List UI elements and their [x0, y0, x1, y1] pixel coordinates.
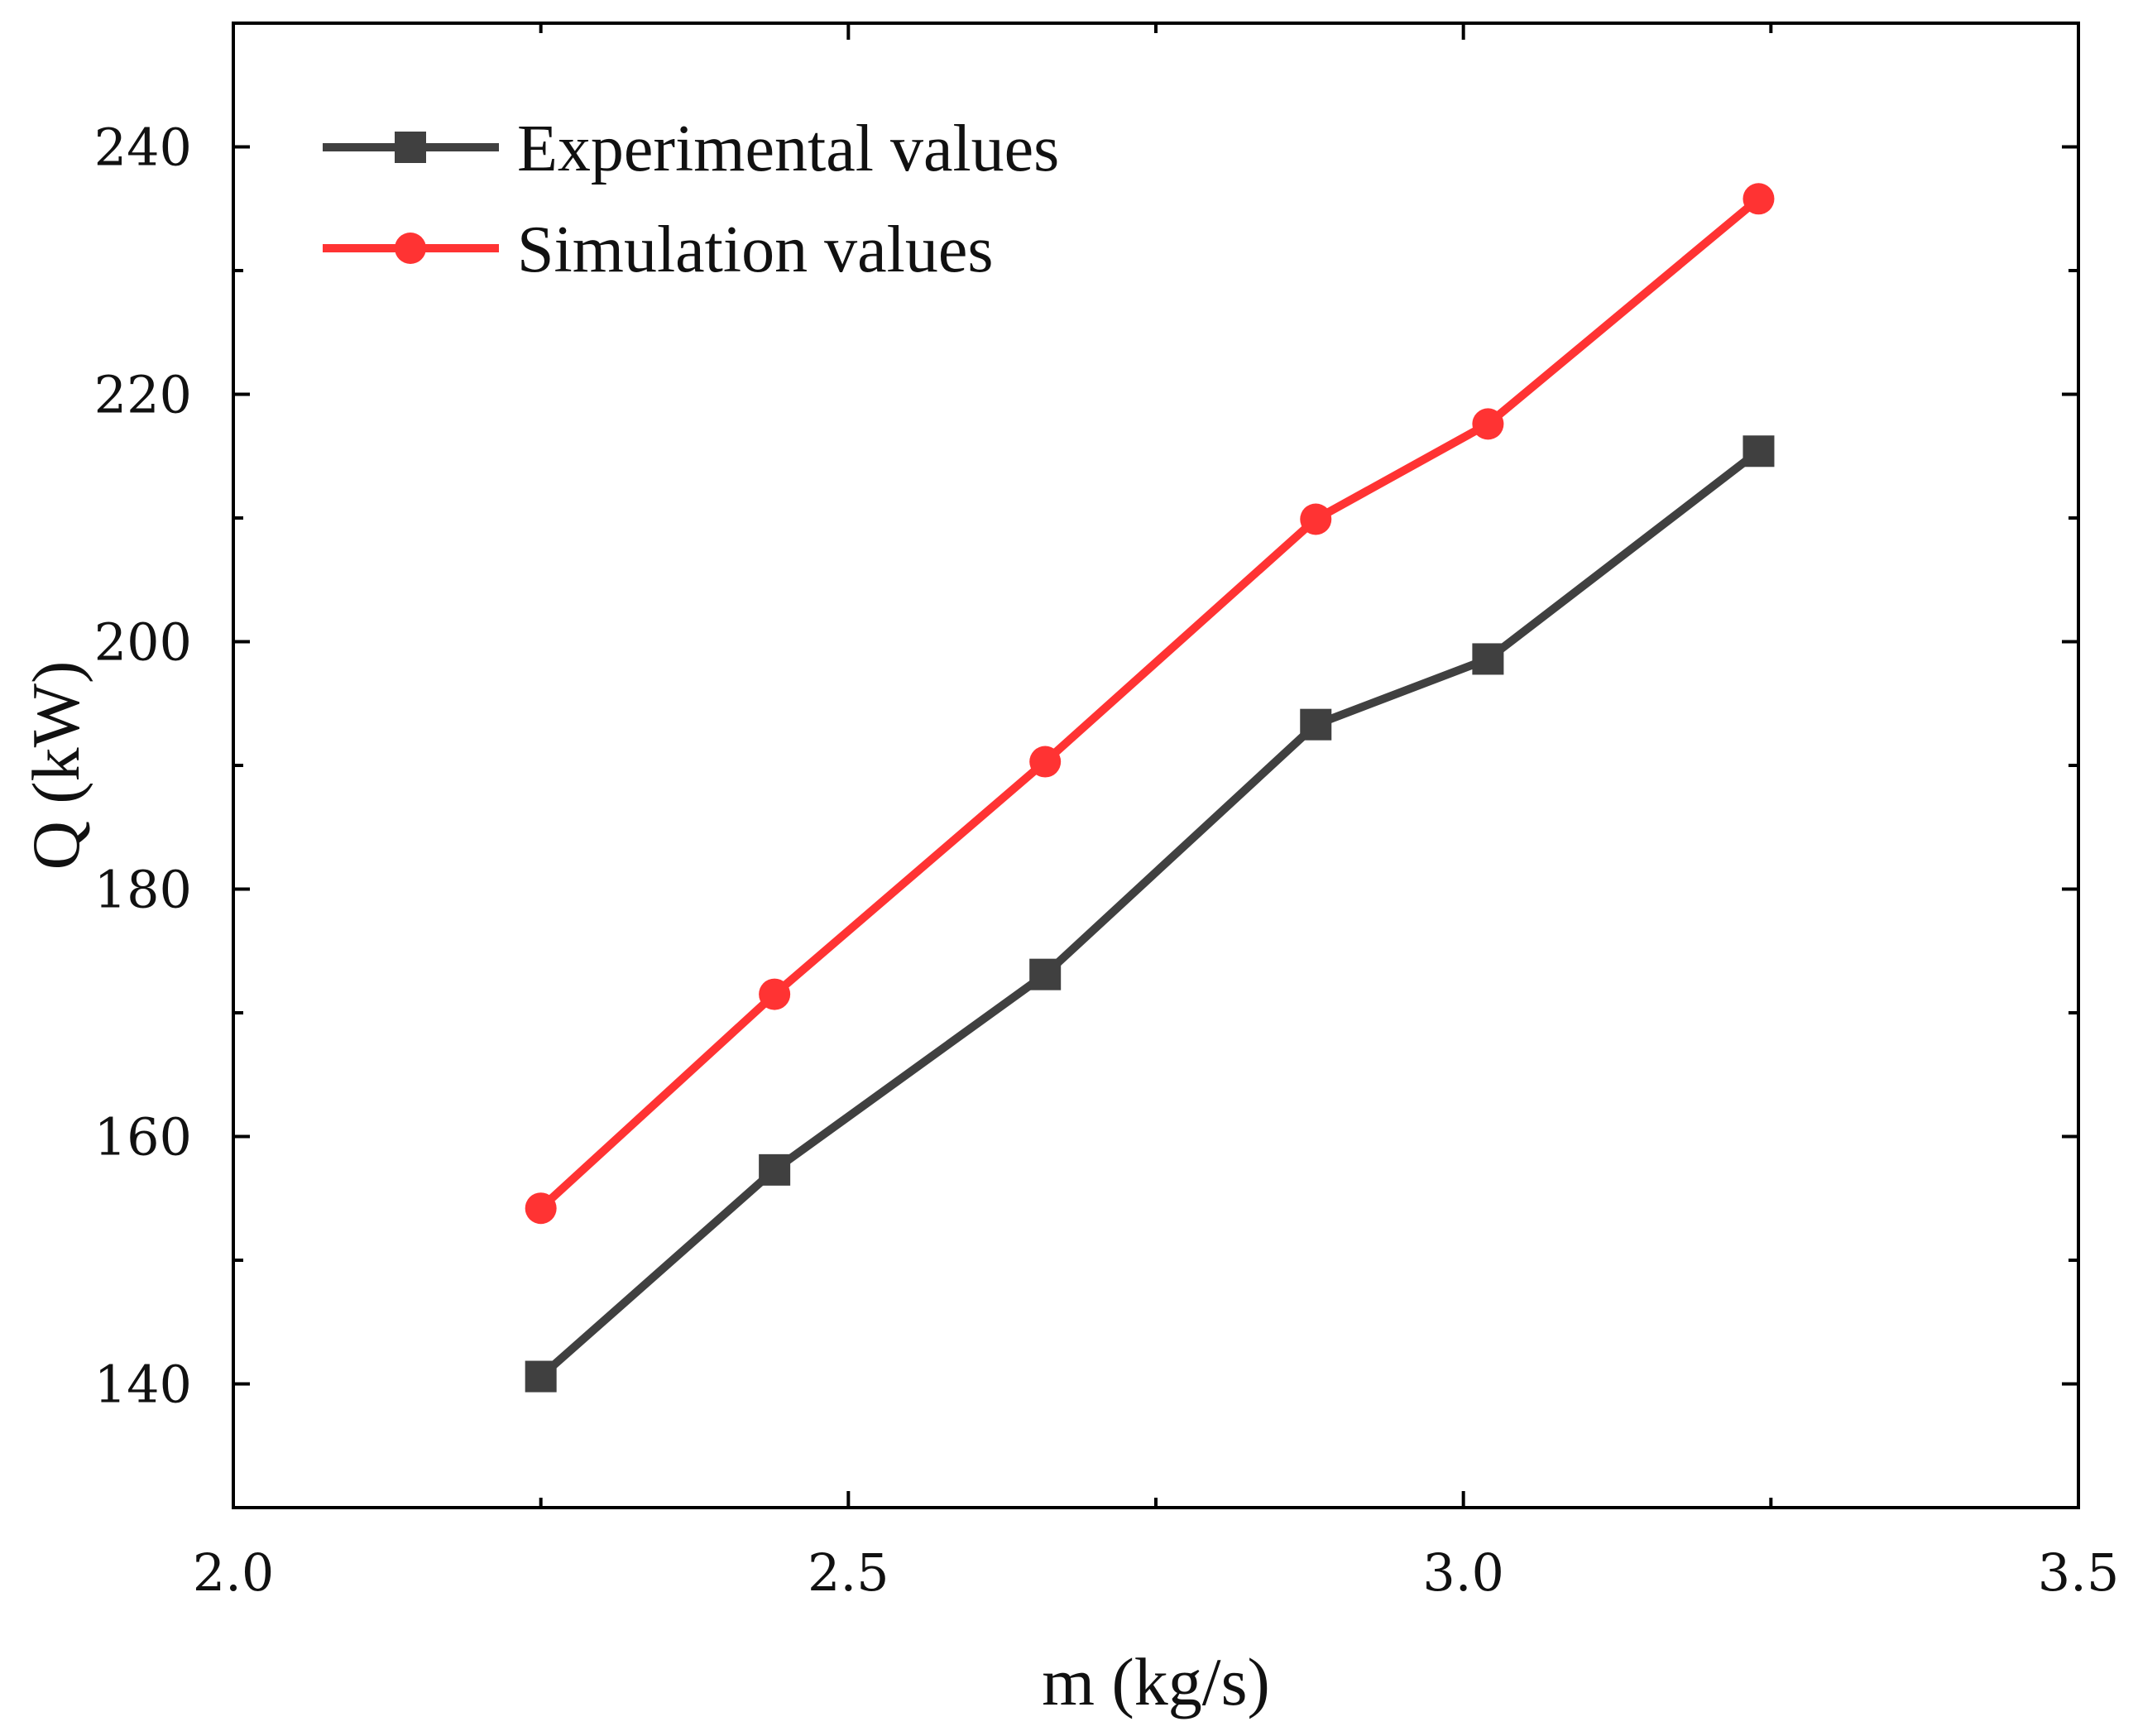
axes-layer: 2.0 2.5 3.0 3.5 140 160 180 200 220 240: [94, 22, 2120, 1603]
x-tick-label: 2.5: [808, 1542, 889, 1603]
y-tick-label: 240: [94, 117, 192, 178]
data-point-simulation: [1029, 746, 1062, 778]
legend-label-simulation: Simulation values: [517, 213, 994, 286]
data-point-simulation: [525, 1192, 557, 1225]
x-axis-title: m (kg/s): [1042, 1644, 1270, 1719]
data-point-simulation: [759, 978, 791, 1010]
legend: Experimental values Simulation values: [323, 113, 1059, 286]
series-layer: [525, 183, 1775, 1393]
x-tick-label: 2.0: [193, 1542, 275, 1603]
data-point-experimental: [1029, 958, 1062, 990]
y-tick-label: 180: [94, 860, 192, 920]
x-tick-label: 3.0: [1422, 1542, 1504, 1603]
legend-marker-simulation: [395, 233, 426, 264]
data-point-simulation: [1743, 183, 1775, 215]
data-point-simulation: [1300, 503, 1332, 535]
series-line-experimental: [538, 448, 1762, 1380]
y-tick-label: 220: [94, 365, 192, 425]
y-axis-title: Q (kW): [18, 661, 93, 870]
data-point-experimental: [525, 1360, 557, 1393]
data-point-experimental: [1472, 643, 1504, 675]
x-tick-label: 3.5: [2038, 1542, 2120, 1603]
data-point-experimental: [759, 1153, 791, 1186]
data-point-experimental: [1743, 435, 1775, 468]
y-tick-label: 200: [94, 612, 192, 673]
plot-frame: [232, 22, 2080, 1509]
y-tick-label: 140: [94, 1355, 192, 1415]
data-point-simulation: [1472, 408, 1504, 440]
y-tick-label: 160: [94, 1107, 192, 1168]
series-line-simulation: [538, 195, 1762, 1211]
data-point-experimental: [1300, 708, 1332, 741]
legend-marker-experimental: [395, 132, 426, 163]
legend-label-experimental: Experimental values: [517, 113, 1059, 185]
